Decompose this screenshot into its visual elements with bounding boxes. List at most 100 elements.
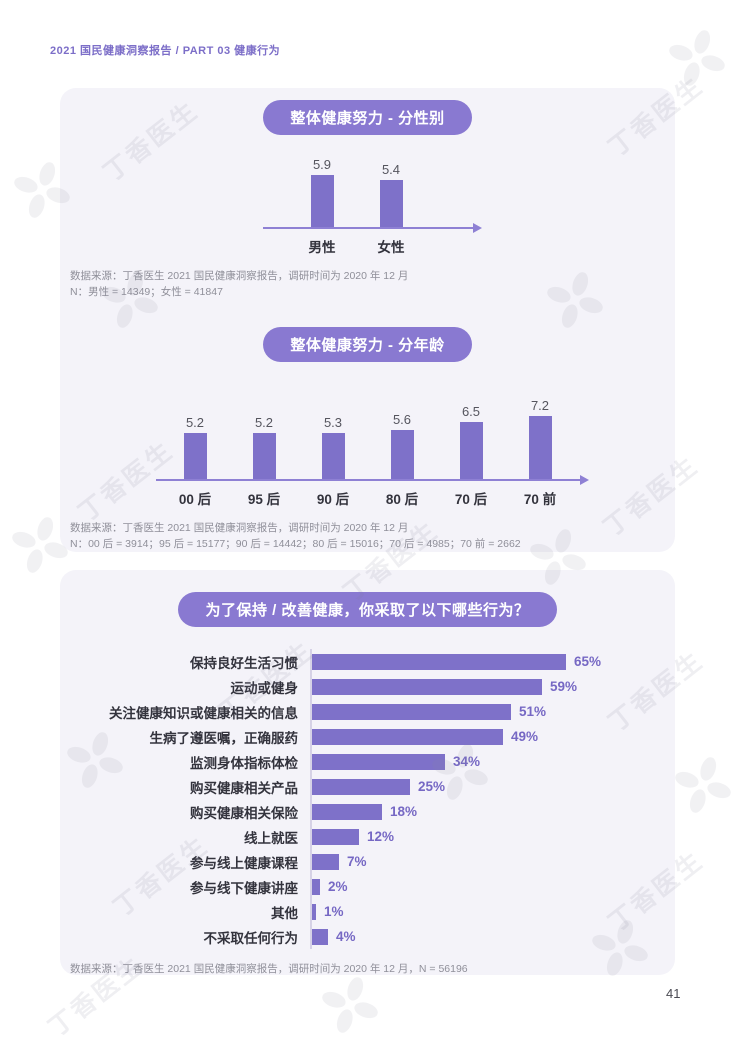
x-axis-arrow <box>155 478 580 481</box>
bar-row: 关注健康知识或健康相关的信息 51% <box>82 699 657 724</box>
category-label: 90 后 <box>316 491 350 507</box>
category-label: 不采取任何行为 <box>203 930 299 946</box>
bar-value-label: 4% <box>336 929 356 944</box>
bar-area: 7% <box>310 849 657 874</box>
bar-row: 运动或健身 59% <box>82 674 657 699</box>
bar-row: 监测身体指标体检 34% <box>82 749 657 774</box>
chart-title-pill-age: 整体健康努力 - 分年龄 <box>263 326 472 362</box>
bar-rect <box>312 703 511 720</box>
source-line: N：00 后 = 3914；95 后 = 15177；90 后 = 14442；… <box>70 537 521 550</box>
category-label: 购买健康相关产品 <box>190 780 298 796</box>
bar-rect <box>312 803 382 820</box>
bar-value-label: 5.2 <box>185 414 205 430</box>
bar-row: 参与线下健康讲座 2% <box>82 874 657 899</box>
category-labels: 男性 女性 <box>263 236 473 256</box>
bar-value-label: 5.6 <box>392 411 412 427</box>
category-labels: 00 后 95 后 90 后 80 后 70 后 70 前 <box>156 488 580 508</box>
bar-rect <box>312 653 566 670</box>
chart-title-pill-behaviors: 为了保持 / 改善健康，你采取了以下哪些行为？ <box>178 592 557 627</box>
category-label: 70 后 <box>454 491 488 507</box>
bar-group: 5.9 5.4 <box>263 157 473 227</box>
flower-watermark-icon <box>313 968 386 1039</box>
bar-value-label: 34% <box>453 754 481 769</box>
bar-row: 购买健康相关产品 25% <box>82 774 657 799</box>
bar-row: 生病了遵医嘱，正确服药 49% <box>82 724 657 749</box>
bar-area: 34% <box>310 749 657 774</box>
flower-watermark-icon <box>666 748 735 821</box>
bar-rect <box>312 903 316 920</box>
source-line: N：男性 = 14349；女性 = 41847 <box>70 286 223 299</box>
bar-value-label: 7.2 <box>530 397 550 413</box>
behaviors-bar-chart: 保持良好生活习惯 65% 运动或健身 59% 关注健康知识或健康相关的信息 51% 生病了遵… <box>82 649 657 949</box>
bar-value-label: 25% <box>418 779 446 794</box>
bar-area: 2% <box>310 874 657 899</box>
bar-rect <box>321 432 345 479</box>
bar-value-label: 1% <box>324 904 344 919</box>
category-label: 监测身体指标体检 <box>190 755 298 771</box>
flower-watermark-icon-proto <box>669 30 725 86</box>
x-axis-arrow <box>262 227 473 229</box>
bar-value-label: 51% <box>519 704 547 719</box>
bar-area: 59% <box>310 674 657 699</box>
bar: 5.9 <box>310 157 334 227</box>
page-number: 41 <box>666 986 681 1001</box>
flower-watermark-icon-proto <box>675 757 731 813</box>
bar-row: 线上就医 12% <box>82 824 657 849</box>
flower-watermark-icon-proto <box>322 977 378 1033</box>
flower-watermark-icon <box>660 21 733 94</box>
bar-rect <box>252 432 276 479</box>
data-source-note-behaviors: 数据来源：丁香医生 2021 国民健康洞察报告，调研时间为 2020 年 12 … <box>70 961 675 977</box>
bar-rect <box>312 778 410 795</box>
category-label: 女性 <box>377 240 405 255</box>
category-label: 男性 <box>308 240 336 255</box>
bar-group: 5.2 5.2 5.3 5.6 6.5 7.2 <box>156 398 580 479</box>
bar-value-label: 6.5 <box>461 403 481 419</box>
bar-value-label: 59% <box>550 679 578 694</box>
source-line: 数据来源：丁香医生 2021 国民健康洞察报告，调研时间为 2020 年 12 … <box>70 270 409 282</box>
category-label: 关注健康知识或健康相关的信息 <box>109 705 298 721</box>
bar-rect <box>390 429 414 479</box>
bar-area: 4% <box>310 924 657 949</box>
bar: 7.2 <box>528 397 552 479</box>
bar-area: 18% <box>310 799 657 824</box>
bar-value-label: 5.3 <box>323 414 343 430</box>
age-bar-chart: 5.2 5.2 5.3 5.6 6.5 7.2 00 后 95 后 90 后 80 后 70 后 7… <box>155 398 580 508</box>
bar-rect <box>459 421 483 479</box>
bar: 5.6 <box>390 411 414 479</box>
bar-value-label: 5.9 <box>312 157 332 172</box>
category-label: 70 前 <box>523 491 557 507</box>
bar-rect <box>310 175 334 227</box>
bar-row: 不采取任何行为 4% <box>82 924 657 949</box>
category-label: 生病了遵医嘱，正确服药 <box>149 730 299 746</box>
bar-value-label: 18% <box>390 804 418 819</box>
bar-area: 25% <box>310 774 657 799</box>
bar-value-label: 7% <box>347 854 367 869</box>
bar-rect <box>312 878 320 895</box>
bar: 5.2 <box>252 414 276 479</box>
gender-bar-chart: 5.9 5.4 男性 女性 <box>262 157 473 256</box>
bar: 6.5 <box>459 403 483 479</box>
bar-value-label: 2% <box>328 879 348 894</box>
bar-value-label: 65% <box>574 654 602 669</box>
bar: 5.4 <box>379 162 403 227</box>
category-label: 运动或健身 <box>230 680 299 696</box>
category-label: 线上就医 <box>244 830 298 846</box>
bar-rect <box>312 928 328 945</box>
bar-row: 保持良好生活习惯 65% <box>82 649 657 674</box>
source-line: 数据来源：丁香医生 2021 国民健康洞察报告，调研时间为 2020 年 12 … <box>70 963 468 975</box>
bar-value-label: 49% <box>511 729 539 744</box>
bar-area: 65% <box>310 649 657 674</box>
bar-rect <box>312 728 503 745</box>
bar-rect <box>312 753 445 770</box>
bar-rect <box>312 678 542 695</box>
bar-rect <box>379 180 403 227</box>
category-label: 其他 <box>271 905 298 921</box>
source-line: 数据来源：丁香医生 2021 国民健康洞察报告，调研时间为 2020 年 12 … <box>70 521 409 534</box>
bar-rect <box>183 432 207 479</box>
data-source-note-gender: 数据来源：丁香医生 2021 国民健康洞察报告，调研时间为 2020 年 12 … <box>70 268 675 301</box>
bar-value-label: 5.2 <box>254 414 274 430</box>
bar-rect <box>312 828 359 845</box>
report-header: 2021 国民健康洞察报告 / PART 03 健康行为 <box>50 45 281 57</box>
category-label: 00 后 <box>178 491 212 507</box>
bar-value-label: 12% <box>367 829 395 844</box>
